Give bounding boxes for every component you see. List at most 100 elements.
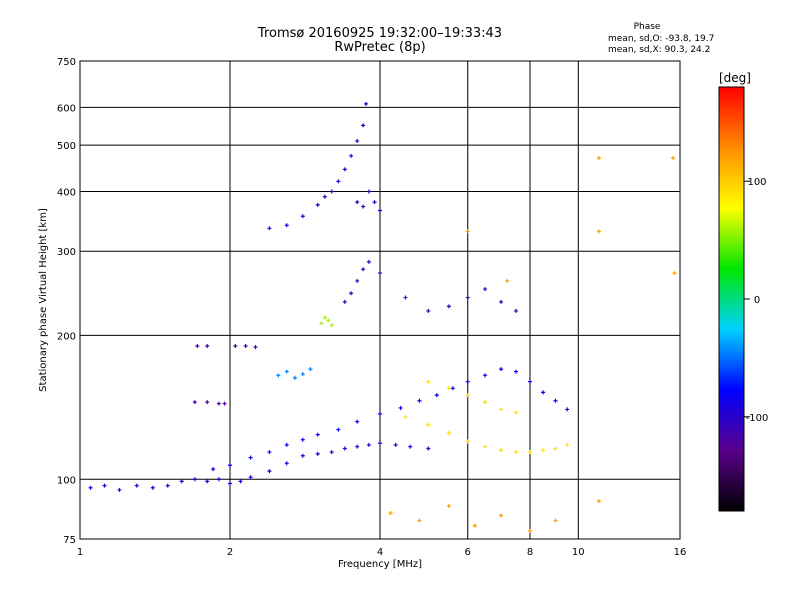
y-axis-label: Stationary phase Virtual Height [km]: [38, 208, 49, 392]
series-0: [88, 441, 431, 492]
x-tick-label-3: 6: [465, 547, 471, 558]
data-point-8-15: [499, 407, 504, 412]
data-point-7-15: [355, 200, 360, 205]
data-point-0-19: [355, 444, 360, 449]
data-point-9-1: [417, 518, 422, 523]
data-point-4-3: [300, 372, 305, 377]
data-point-7-12: [366, 189, 371, 194]
data-point-9-4: [499, 513, 504, 518]
data-point-8-3: [465, 439, 470, 444]
data-point-9-8: [671, 156, 676, 161]
data-point-0-3: [134, 483, 139, 488]
data-point-1-21: [565, 407, 570, 412]
y-tick-label-6: 600: [57, 103, 76, 114]
data-point-1-0: [211, 467, 216, 472]
data-point-2-1: [205, 400, 210, 405]
data-point-0-11: [238, 479, 243, 484]
series-9: [388, 156, 677, 533]
data-point-1-15: [483, 373, 488, 378]
data-point-8-9: [553, 446, 558, 451]
data-point-7-14: [378, 208, 382, 213]
data-point-1-8: [355, 419, 360, 424]
data-point-6-4: [366, 259, 371, 264]
data-point-6-9: [465, 295, 470, 300]
colorbar-ticks: 100 0 -100: [744, 177, 768, 424]
data-point-6-7: [426, 308, 431, 313]
data-point-0-16: [315, 451, 320, 456]
data-point-5-1: [322, 315, 327, 320]
data-point-7-4: [322, 194, 327, 199]
data-point-0-18: [342, 446, 347, 451]
phase-info-x-mode: mean, sd,X: 90.3, 24.2: [608, 45, 710, 55]
data-point-6-5: [378, 271, 382, 276]
data-point-9-0: [388, 511, 393, 516]
data-point-6-8: [446, 304, 451, 309]
series-8: [403, 379, 570, 455]
data-point-1-13: [450, 386, 455, 391]
data-point-1-2: [248, 455, 253, 460]
data-point-0-2: [117, 487, 122, 492]
grid-lines: [80, 61, 680, 539]
data-point-7-7: [342, 167, 347, 172]
data-point-1-4: [284, 442, 289, 447]
data-point-8-5: [499, 448, 504, 453]
x-tick-label-6: 16: [674, 547, 687, 558]
data-point-9-10: [465, 229, 470, 234]
y-tick-label-2: 200: [57, 331, 76, 342]
x-axis-label: Frequency [MHz]: [338, 559, 422, 570]
data-point-0-22: [393, 442, 398, 447]
data-point-0-9: [216, 477, 221, 482]
data-point-3-1: [205, 344, 210, 349]
y-tick-label-1: 100: [57, 475, 76, 486]
series-1: [211, 367, 570, 472]
data-point-6-12: [514, 308, 519, 313]
colorbar: [deg] 100 0 -100: [718, 71, 768, 512]
colorbar-tick-label-0: 100: [747, 177, 766, 188]
data-point-0-14: [284, 461, 289, 466]
data-point-9-7: [596, 156, 601, 161]
data-point-7-3: [315, 202, 320, 207]
data-point-1-20: [553, 398, 558, 403]
data-point-0-6: [179, 479, 184, 484]
data-point-6-0: [342, 299, 347, 304]
data-point-8-13: [465, 393, 470, 398]
data-point-9-2: [446, 503, 451, 508]
data-point-8-12: [446, 386, 451, 391]
data-point-5-2: [326, 318, 331, 323]
data-point-6-3: [361, 267, 366, 272]
colorbar-tick-label-1: 0: [754, 295, 760, 306]
data-point-7-13: [372, 200, 377, 205]
data-point-1-10: [398, 405, 403, 410]
data-point-8-1: [426, 422, 431, 427]
data-point-8-7: [528, 450, 532, 455]
phase-info-o-mode: mean, sd,O: -93.8, 19.7: [608, 34, 714, 44]
data-point-0-13: [267, 469, 272, 474]
data-point-8-6: [514, 450, 519, 455]
data-point-9-5: [528, 528, 532, 533]
series-4: [276, 367, 313, 380]
data-point-1-3: [267, 450, 272, 455]
data-point-4-2: [292, 375, 297, 380]
data-point-7-10: [361, 123, 366, 128]
data-point-9-11: [505, 278, 510, 283]
data-point-8-0: [403, 414, 408, 419]
data-point-6-6: [403, 295, 408, 300]
x-tick-label-4: 8: [527, 547, 533, 558]
data-point-6-1: [349, 291, 354, 296]
data-point-7-1: [284, 223, 289, 228]
data-point-3-2: [233, 344, 238, 349]
series-6: [342, 259, 519, 313]
y-tick-label-4: 400: [57, 187, 76, 198]
data-point-0-21: [378, 441, 382, 446]
y-tick-label-3: 300: [57, 247, 76, 258]
data-point-1-19: [541, 390, 546, 395]
data-point-7-5: [329, 189, 334, 194]
data-point-3-4: [253, 345, 258, 350]
data-point-8-10: [565, 442, 570, 447]
data-point-1-6: [315, 432, 320, 437]
x-tick-label-2: 4: [377, 547, 383, 558]
data-point-2-3: [222, 401, 227, 406]
data-point-1-16: [499, 367, 504, 372]
x-axis-ticks: 1 2 4 6 8 10 16: [77, 547, 687, 558]
data-point-7-16: [361, 204, 366, 209]
